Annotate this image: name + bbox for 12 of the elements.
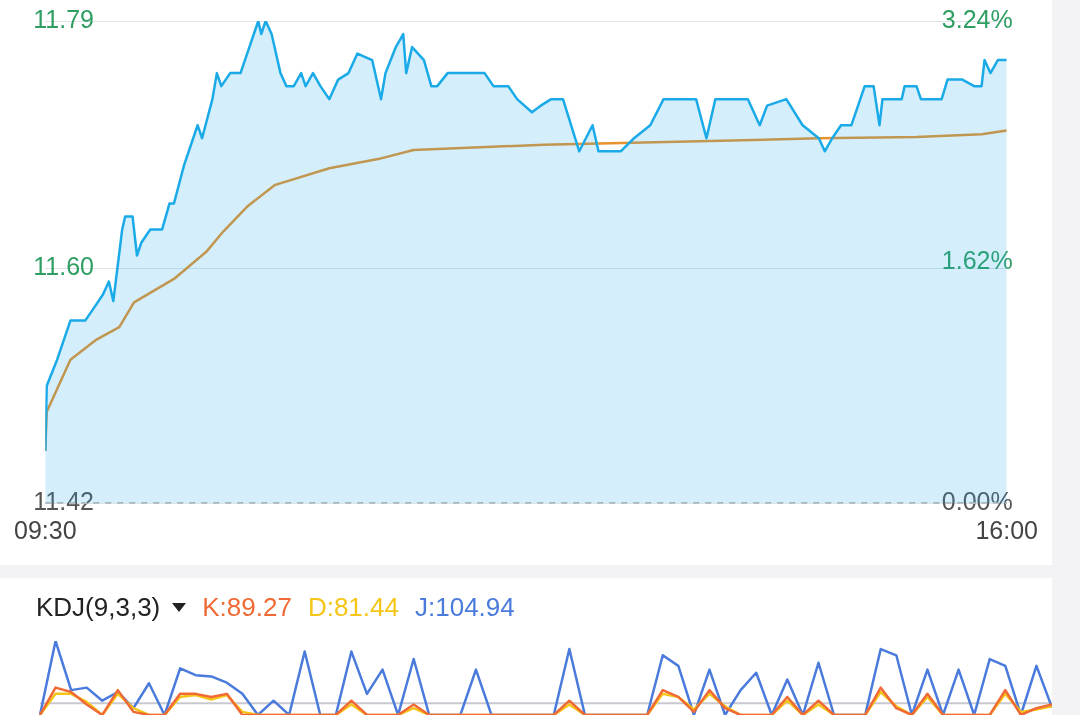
y-tick-label: 11.60 [33, 252, 94, 281]
series-label: J:104.94 [414, 592, 515, 623]
y2-tick-label: 0.00% [941, 486, 1013, 515]
text: D:81.44 [307, 592, 399, 623]
text: K:89.27 [202, 592, 292, 623]
y2-tick-label: 1.62% [941, 245, 1013, 274]
x-tick-label: 16:00 [975, 515, 1038, 544]
y-tick-label: 11.79 [33, 4, 94, 33]
y-tick-label: 11.42 [33, 486, 94, 515]
chart-title: KDJ(9,3,3) [36, 592, 161, 623]
y2-tick-label: 3.24% [941, 4, 1013, 33]
x-tick-label: 09:30 [14, 515, 77, 544]
